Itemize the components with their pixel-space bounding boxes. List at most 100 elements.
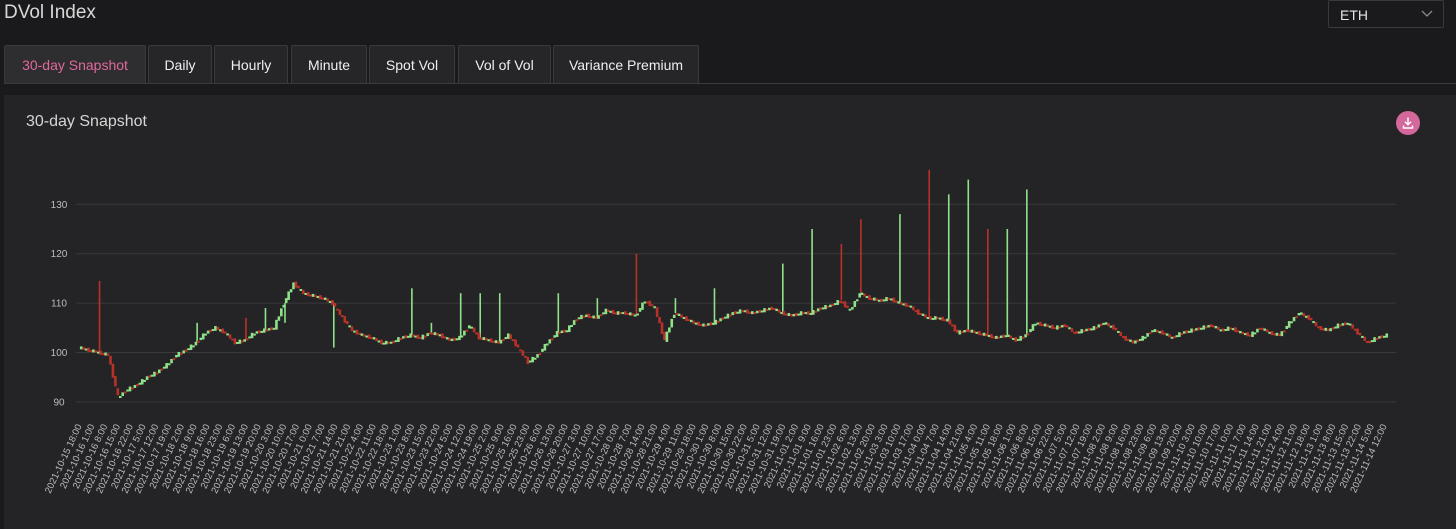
candle-body [636,313,639,316]
candle-body [426,333,430,337]
candle-body [223,331,227,334]
candle-body [389,341,393,344]
candle-body [775,308,779,312]
candle-body [87,347,90,352]
candle-body [794,313,798,316]
candle-body [1217,326,1220,330]
candle-body [726,313,730,319]
candle-body [990,334,993,339]
candle-body [155,372,159,375]
asset-select[interactable]: ETH [1328,0,1444,28]
candle-body [172,358,176,361]
candle-body [719,318,722,322]
candle-body [282,304,286,308]
tab-variance-premium[interactable]: Variance Premium [553,45,699,83]
candle-body [1004,335,1008,338]
candle-body [824,305,827,310]
candle-body [882,299,886,302]
candle-body [536,354,539,358]
candle-body [331,300,334,305]
candle-body [755,310,759,314]
candle-body [653,306,656,309]
candle-body [1361,335,1364,338]
candle-body [482,337,486,341]
tab-vol-of-vol[interactable]: Vol of Vol [458,45,551,83]
candle-body [987,334,991,337]
candle-body [580,314,583,320]
candle-body [1126,338,1130,341]
candle-body [963,329,966,333]
candle-body [646,301,649,304]
candle-body [997,336,1001,339]
candle-body [633,314,637,317]
candle-body [1092,326,1096,331]
candle-body [328,300,332,303]
candle-body [1383,335,1386,338]
candle-body [821,307,825,310]
candle-body [1336,323,1340,329]
candle-body [1075,330,1079,334]
candle-body [687,319,691,322]
candle-body [934,316,937,320]
tab-hourly[interactable]: Hourly [214,45,288,83]
candle-body [89,350,93,353]
candle-body [1153,329,1157,333]
candle-body [514,339,517,347]
candle-body [797,313,800,316]
candle-body [436,333,439,336]
candle-body [609,310,613,313]
candle-body [345,321,349,325]
candle-body [441,333,444,339]
candle-body [160,368,164,371]
candle-body [128,386,132,392]
candle-body [201,333,205,340]
candle-body [567,325,571,333]
candle-body [809,312,813,315]
chart-panel: 30-day Snapshot 90 100 110 120 130 2021-10-1… [4,95,1456,529]
candle-body [887,297,891,300]
candle-body [1221,328,1225,332]
candle-body [316,296,320,299]
tab-daily[interactable]: Daily [148,45,212,83]
candle-body [1322,328,1325,331]
download-icon [1402,117,1414,129]
y-tick-label: 100 [51,348,68,359]
candle-body [1195,328,1198,331]
candle-body [338,309,342,316]
candle-body [631,313,635,316]
candle-body [1021,336,1025,339]
candle-body [558,331,561,334]
candle-body [870,298,874,301]
candle-body [916,309,920,315]
tab-minute[interactable]: Minute [291,45,367,83]
candle-body [914,310,918,313]
candle-body [543,343,547,351]
tab-30-day-snapshot[interactable]: 30-day Snapshot [4,45,146,83]
candle-body [516,344,520,348]
candle-body [560,330,564,334]
candle-body [1102,322,1106,325]
candle-body [189,344,193,350]
candle-body [599,314,603,317]
candle-body [158,369,161,374]
candle-body [936,317,940,320]
candle-body [1253,332,1257,335]
candle-body [336,308,339,311]
tab-spot-vol[interactable]: Spot Vol [369,45,455,83]
candle-body [753,312,757,315]
download-button[interactable] [1396,111,1420,135]
candle-body [1300,312,1303,315]
candle-body [819,307,822,310]
candle-body [1280,331,1284,337]
candle-body [502,338,505,341]
candle-body [929,316,932,320]
candle-body [1356,328,1359,335]
candle-body [250,332,254,339]
candle-body [655,307,659,317]
candle-body [604,308,608,315]
candle-body [1016,338,1020,341]
candle-body [397,337,400,342]
candle-body [626,312,630,315]
candle-body [829,304,832,308]
candle-body [1182,331,1186,334]
